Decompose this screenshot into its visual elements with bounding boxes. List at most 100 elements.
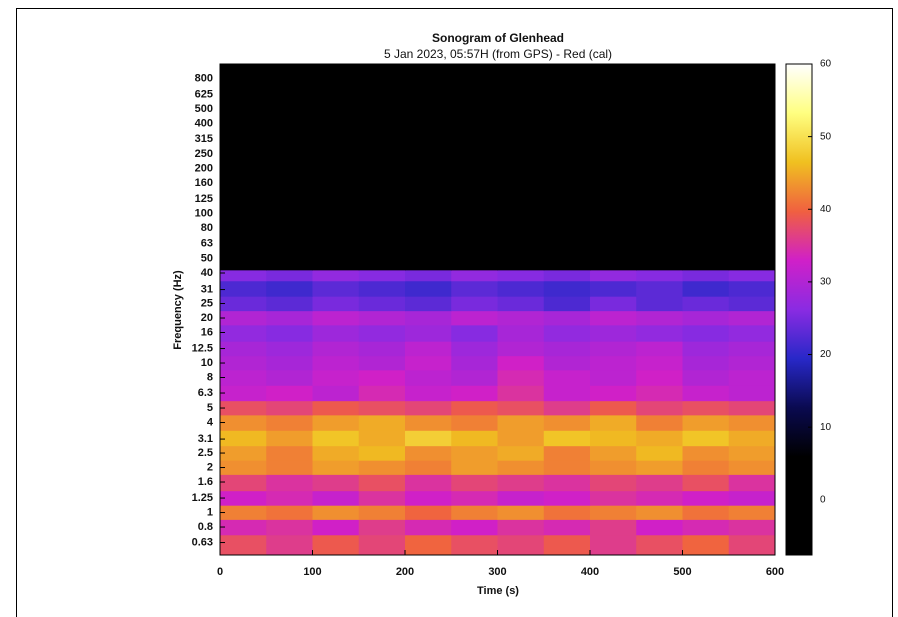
heatmap-cell	[590, 341, 637, 357]
y-tick-label: 2	[207, 461, 213, 473]
heatmap-cell	[266, 269, 313, 282]
heatmap-cell	[543, 430, 591, 447]
heatmap-cell	[728, 414, 776, 431]
y-tick-label: 16	[201, 326, 213, 338]
colorbar-tick-label: 60	[820, 59, 832, 70]
heatmap-cell	[220, 280, 267, 297]
heatmap-cell	[636, 269, 683, 282]
y-tick-label: 250	[195, 148, 213, 160]
heatmap-cell	[590, 490, 637, 506]
heatmap-cell	[220, 310, 267, 326]
heatmap-cell	[636, 369, 683, 386]
heatmap-cell	[220, 460, 267, 475]
heatmap-cell	[312, 460, 360, 475]
heatmap-cell	[266, 460, 313, 475]
heatmap-cell	[636, 341, 683, 357]
heatmap-cell	[405, 430, 452, 447]
heatmap-cell	[543, 474, 591, 492]
heatmap-cell	[636, 505, 683, 520]
heatmap-cell	[358, 64, 406, 271]
heatmap-cell	[497, 460, 545, 475]
heatmap-cell	[220, 64, 267, 271]
heatmap-cell	[543, 490, 591, 506]
heatmap-cell	[358, 269, 406, 282]
x-tick-label: 600	[766, 566, 784, 578]
heatmap-cell	[451, 445, 498, 461]
heatmap-cell	[497, 534, 545, 556]
heatmap-cell	[358, 341, 406, 357]
heatmap-cell	[405, 490, 452, 506]
colorbar-tick-label: 0	[820, 494, 826, 505]
y-tick-label: 1.25	[192, 492, 213, 504]
heatmap-cell	[220, 385, 267, 402]
heatmap-cell	[266, 324, 313, 342]
heatmap-cell	[590, 414, 637, 431]
heatmap-cell	[682, 445, 730, 461]
heatmap-cell	[682, 400, 730, 416]
chart-subtitle: 5 Jan 2023, 05:57H (from GPS) - Red (cal…	[384, 47, 612, 61]
heatmap-cell	[451, 534, 498, 556]
heatmap-cell	[266, 296, 313, 312]
y-tick-label: 500	[195, 103, 213, 115]
y-tick-label: 200	[195, 162, 213, 174]
heatmap-cell	[358, 505, 406, 520]
heatmap-cell	[312, 310, 360, 326]
heatmap-cell	[728, 355, 776, 371]
heatmap-cell	[220, 341, 267, 357]
heatmap-cell	[266, 474, 313, 492]
heatmap-cell	[451, 280, 498, 297]
chart-title: Sonogram of Glenhead	[432, 31, 564, 45]
heatmap-cell	[312, 280, 360, 297]
heatmap-cell	[497, 310, 545, 326]
heatmap-cell	[220, 505, 267, 520]
heatmap-cell	[728, 369, 776, 386]
heatmap-cell	[266, 64, 313, 271]
heatmap-cell	[312, 296, 360, 312]
x-axis-label: Time (s)	[477, 585, 519, 597]
heatmap-cell	[497, 474, 545, 492]
heatmap-cell	[682, 310, 730, 326]
heatmap-cell	[497, 324, 545, 342]
y-tick-label: 10	[201, 357, 213, 369]
heatmap-cell	[220, 430, 267, 447]
heatmap-cell	[590, 324, 637, 342]
heatmap-cell	[405, 414, 452, 431]
heatmap-cell	[590, 474, 637, 492]
heatmap-cell	[543, 269, 591, 282]
heatmap-cell	[405, 460, 452, 475]
heatmap-cell	[405, 505, 452, 520]
heatmap-cell	[312, 414, 360, 431]
heatmap-cell	[728, 341, 776, 357]
y-axis-label: Frequency (Hz)	[172, 270, 184, 350]
heatmap-cell	[451, 369, 498, 386]
heatmap-cell	[682, 280, 730, 297]
heatmap-cell	[682, 519, 730, 536]
heatmap-cell	[543, 460, 591, 475]
heatmap-cell	[636, 310, 683, 326]
heatmap-cell	[682, 296, 730, 312]
heatmap-cell	[543, 534, 591, 556]
heatmap-cell	[728, 269, 776, 282]
colorbar-tick-label: 50	[820, 131, 832, 142]
heatmap-cell	[590, 355, 637, 371]
heatmap-cell	[590, 400, 637, 416]
heatmap-cell	[405, 341, 452, 357]
heatmap-cell	[405, 519, 452, 536]
y-tick-label: 1	[207, 506, 213, 518]
heatmap-cell	[590, 445, 637, 461]
heatmap-cell	[405, 355, 452, 371]
heatmap-cell	[682, 474, 730, 492]
heatmap-cell	[220, 369, 267, 386]
heatmap-cell	[405, 400, 452, 416]
heatmap-cell	[497, 414, 545, 431]
heatmap-cell	[728, 474, 776, 492]
heatmap-cell	[590, 296, 637, 312]
heatmap-cell	[636, 445, 683, 461]
heatmap-cell	[728, 64, 776, 271]
heatmap-cell	[728, 324, 776, 342]
heatmap-cell	[312, 445, 360, 461]
heatmap-cell	[405, 310, 452, 326]
x-tick-label: 300	[488, 566, 506, 578]
heatmap-cell	[636, 64, 683, 271]
